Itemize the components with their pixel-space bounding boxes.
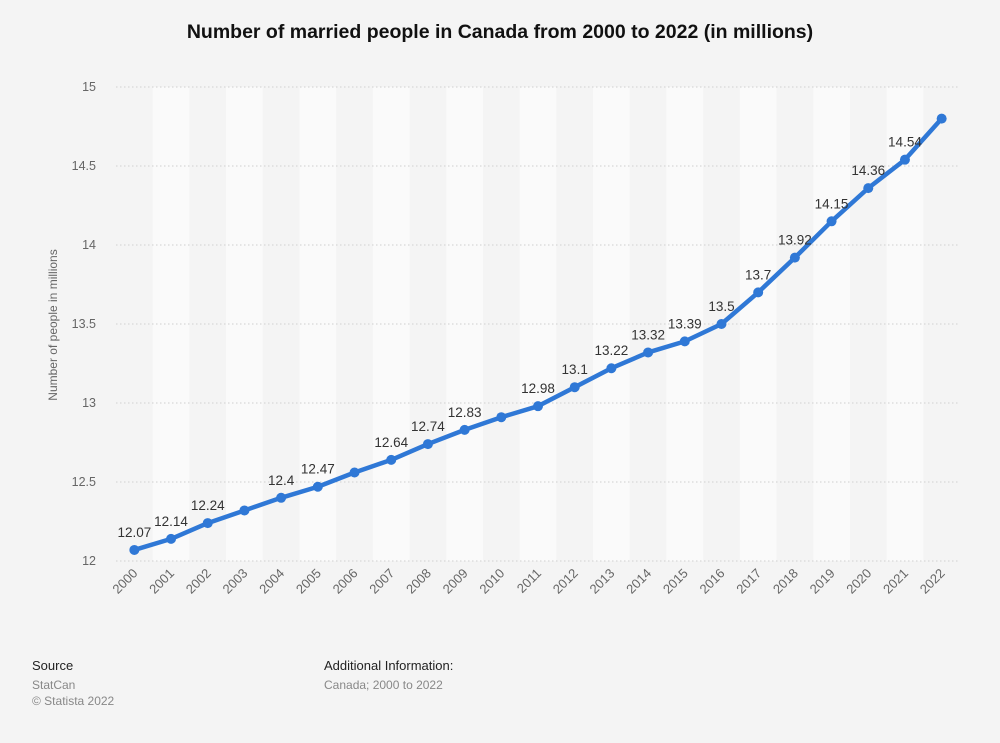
info-heading: Additional Information: — [324, 658, 454, 673]
y-tick-label: 12 — [82, 554, 96, 568]
data-point[interactable] — [643, 347, 654, 358]
y-axis-ticks: 12 12.5 13 13.5 14 14.5 15 — [72, 80, 96, 568]
copyright-line: © Statista 2022 — [32, 694, 115, 708]
data-point[interactable] — [936, 113, 947, 124]
info-line: Canada; 2000 to 2022 — [324, 678, 443, 692]
data-point[interactable] — [166, 533, 177, 544]
x-tick-label: 2013 — [586, 566, 617, 597]
data-label: 13.22 — [594, 343, 628, 358]
x-tick-label: 2007 — [366, 566, 397, 597]
data-label: 12.47 — [301, 462, 335, 477]
x-tick-label: 2000 — [109, 566, 140, 597]
column-band — [739, 87, 777, 561]
source-block: Source StatCan © Statista 2022 — [32, 658, 114, 709]
x-tick-label: 2009 — [440, 566, 471, 597]
data-point[interactable] — [129, 544, 140, 555]
data-label: 13.39 — [668, 316, 702, 331]
data-label: 13.32 — [631, 327, 665, 342]
data-point[interactable] — [606, 363, 617, 374]
x-tick-label: 2015 — [660, 566, 691, 597]
x-axis-ticks: 2000 2001 2002 2003 2004 2005 2006 2007 2008 2009… — [109, 566, 947, 597]
data-point[interactable] — [863, 183, 874, 194]
data-point[interactable] — [753, 287, 764, 298]
data-point[interactable] — [276, 492, 287, 503]
y-tick-label: 13.5 — [72, 317, 96, 331]
column-band — [519, 87, 557, 561]
x-tick-label: 2005 — [293, 566, 324, 597]
x-tick-label: 2008 — [403, 566, 434, 597]
data-label: 13.5 — [708, 299, 734, 314]
data-point[interactable] — [899, 154, 910, 165]
x-tick-label: 2004 — [256, 566, 287, 597]
data-label: 12.98 — [521, 381, 555, 396]
data-point[interactable] — [496, 412, 507, 423]
y-tick-label: 13 — [82, 396, 96, 410]
x-tick-label: 2019 — [807, 566, 838, 597]
y-tick-label: 14.5 — [72, 159, 96, 173]
data-label: 13.92 — [778, 233, 812, 248]
column-band — [593, 87, 630, 561]
data-points — [129, 113, 947, 555]
x-tick-label: 2016 — [697, 566, 728, 597]
data-point[interactable] — [202, 518, 213, 529]
source-line: StatCan — [32, 678, 76, 692]
chart-title: Number of married people in Canada from … — [186, 21, 814, 43]
x-tick-label: 2017 — [733, 566, 764, 597]
data-label: 12.24 — [191, 498, 225, 513]
data-point[interactable] — [679, 336, 690, 347]
data-label: 12.83 — [448, 405, 482, 420]
data-label: 12.07 — [117, 525, 151, 540]
x-tick-label: 2012 — [550, 566, 581, 597]
x-tick-label: 2010 — [476, 566, 507, 597]
data-point[interactable] — [569, 382, 580, 393]
x-tick-label: 2021 — [880, 566, 911, 597]
info-block: Additional Information: Canada; 2000 to … — [324, 658, 453, 693]
data-label: 12.4 — [268, 473, 295, 488]
y-tick-label: 12.5 — [72, 475, 96, 489]
data-label: 13.7 — [745, 267, 771, 282]
column-band — [152, 87, 190, 561]
x-tick-label: 2018 — [770, 566, 801, 597]
data-point[interactable] — [422, 439, 433, 450]
data-point[interactable] — [826, 216, 837, 227]
column-band — [813, 87, 850, 561]
data-label: 12.14 — [154, 514, 188, 529]
y-axis-label: Number of people in millions — [46, 249, 60, 400]
x-tick-label: 2011 — [514, 566, 544, 596]
x-tick-label: 2020 — [843, 566, 874, 597]
x-tick-label: 2014 — [623, 566, 654, 597]
data-point[interactable] — [716, 319, 727, 329]
source-heading: Source — [32, 658, 74, 673]
y-tick-label: 14 — [82, 238, 96, 252]
column-band — [372, 87, 410, 561]
x-tick-label: 2001 — [146, 566, 177, 597]
data-point[interactable] — [459, 424, 470, 435]
x-tick-label: 2006 — [330, 566, 361, 597]
x-tick-label: 2002 — [183, 566, 214, 597]
data-label: 13.1 — [562, 362, 588, 377]
data-label: 14.36 — [851, 163, 885, 178]
x-tick-label: 2003 — [219, 566, 250, 597]
data-point[interactable] — [789, 252, 800, 263]
data-label: 14.15 — [815, 196, 849, 211]
data-point[interactable] — [349, 467, 360, 478]
data-point[interactable] — [239, 505, 250, 516]
data-label: 14.54 — [888, 135, 922, 150]
y-tick-label: 15 — [82, 80, 96, 94]
line-chart: 12 12.5 13 13.5 14 14.5 15 Number of people in… — [46, 80, 960, 597]
data-label: 12.64 — [374, 435, 408, 450]
data-label: 12.74 — [411, 419, 445, 434]
data-point[interactable] — [533, 401, 543, 412]
data-point[interactable] — [312, 481, 323, 492]
data-point[interactable] — [386, 454, 397, 465]
gridlines — [116, 86, 960, 562]
x-tick-label: 2022 — [917, 566, 948, 597]
